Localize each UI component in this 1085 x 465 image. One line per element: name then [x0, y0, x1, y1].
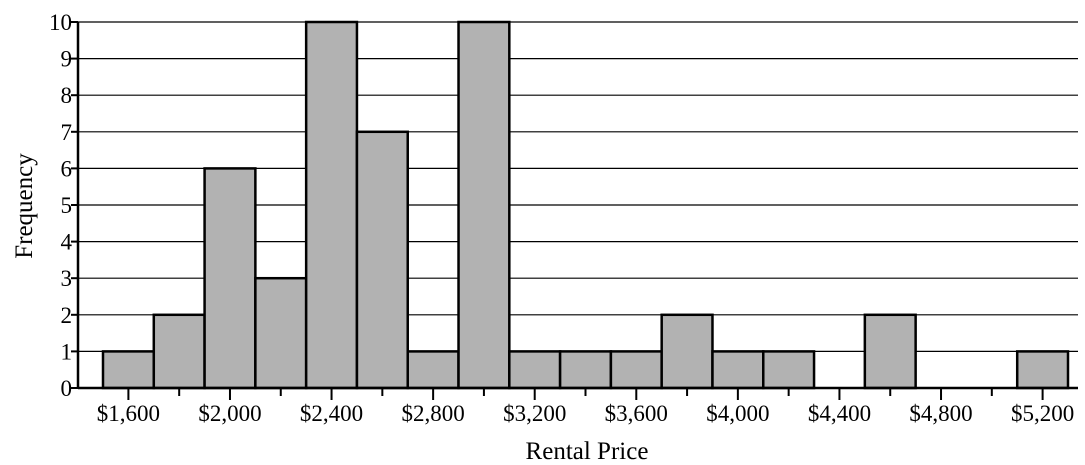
histogram-bar [101, 350, 156, 390]
x-tick-label: $5,200 [1011, 401, 1074, 426]
x-tick-label: $3,200 [503, 401, 566, 426]
x-axis-label: Rental Price [526, 438, 649, 465]
histogram-bar [304, 20, 359, 390]
histogram-bar [508, 350, 562, 390]
x-tick-label: $2,800 [402, 401, 465, 426]
y-tick-label: 8 [61, 83, 73, 108]
histogram-bar [711, 350, 765, 390]
x-tick-label: $4,000 [706, 401, 769, 426]
y-tick-label: 9 [61, 47, 73, 72]
histogram-bar [457, 20, 511, 390]
histogram-bar [355, 130, 409, 390]
x-tick-label: $2,000 [198, 401, 261, 426]
histogram-bar [660, 313, 714, 390]
histogram-bar [254, 276, 308, 390]
y-tick-label: 2 [61, 303, 73, 328]
histogram-bar [1015, 350, 1070, 390]
histogram-bar [863, 313, 917, 390]
histogram-bar [558, 350, 613, 390]
y-tick-label: 10 [49, 10, 72, 35]
y-tick-label: 7 [61, 120, 73, 145]
histogram-bar [406, 350, 460, 390]
tick-labels: 0 1 2 3 4 5 6 7 8 9 10 $1,600 $2,000 $2,400 $2,800 $3,2… [49, 10, 1074, 426]
x-tick-label: $3,600 [605, 401, 668, 426]
x-tick-label: $4,400 [808, 401, 871, 426]
y-tick-label: 3 [61, 266, 73, 291]
x-tick-label: $2,400 [300, 401, 363, 426]
histogram-bar [609, 350, 663, 390]
y-tick-label: 0 [61, 376, 73, 401]
y-tick-label: 4 [61, 230, 73, 255]
x-tick-label: $1,600 [97, 401, 160, 426]
y-axis-label: Frequency [11, 153, 38, 259]
histogram-bar [203, 167, 257, 390]
x-tick-label: $4,800 [909, 401, 972, 426]
y-tick-label: 5 [61, 193, 73, 218]
histogram-bar [152, 313, 206, 390]
y-tick-label: 1 [61, 339, 73, 364]
axes [71, 21, 1078, 400]
histogram-bar [762, 350, 816, 390]
y-tick-label: 6 [61, 156, 73, 181]
